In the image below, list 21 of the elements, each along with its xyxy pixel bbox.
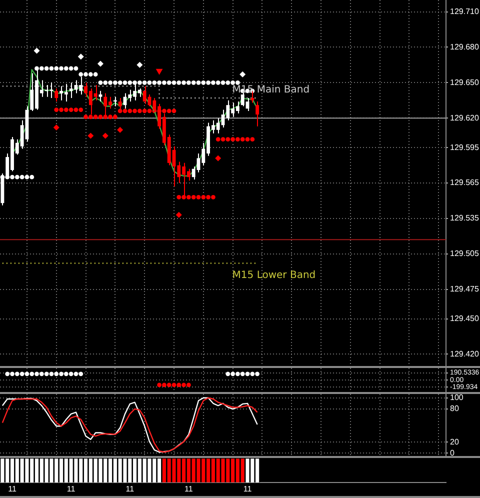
x-tick-label: 11	[243, 484, 252, 494]
y-tick-label: 0	[450, 448, 455, 458]
y-tick-label: 100	[450, 393, 464, 402]
y-tick-label: 129.595	[450, 142, 480, 152]
y-tick-label: 20	[450, 437, 460, 446]
y-tick-label: 129.450	[450, 314, 480, 323]
y-tick-label: 129.475	[450, 284, 480, 294]
x-tick-label: 11	[8, 484, 17, 494]
series-label: M15 Lower Band	[232, 270, 316, 281]
x-tick-label: 11	[184, 484, 194, 494]
y-tick-label: 129.420	[450, 349, 480, 358]
y-tick-label: 129.650	[450, 78, 480, 87]
y-tick-label: 129.680	[450, 42, 480, 52]
y-tick-label: 129.505	[450, 249, 480, 258]
x-tick-label: 11	[66, 484, 76, 494]
y-tick-label: 129.565	[450, 178, 480, 188]
y-tick-label: 129.710	[450, 7, 480, 16]
y-tick-label: 129.620	[450, 113, 480, 122]
y-tick-label: 129.535	[450, 214, 480, 223]
y-tick-label: 80	[450, 404, 460, 414]
x-tick-label: 11	[126, 484, 135, 494]
